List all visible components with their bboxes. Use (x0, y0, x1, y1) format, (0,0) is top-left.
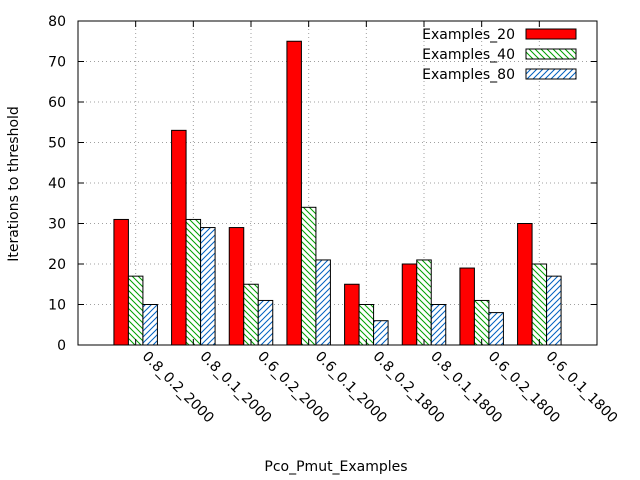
bar-examples-80 (142, 304, 158, 346)
legend-swatch (525, 28, 577, 40)
legend-label: Examples_20 (422, 27, 515, 43)
bars (113, 40, 562, 346)
y-axis-label: Iterations to threshold (6, 106, 22, 262)
y-tick-label: 60 (48, 95, 66, 111)
legend-swatch (525, 48, 577, 60)
bar-examples-40 (531, 263, 548, 346)
bar-examples-40 (185, 218, 202, 346)
bar-examples-20 (286, 40, 302, 346)
legend-label: Examples_40 (422, 47, 515, 63)
bar-examples-20 (459, 267, 475, 346)
bar-examples-40 (358, 304, 375, 346)
legend-swatch (525, 68, 577, 80)
y-tick-label: 40 (48, 176, 66, 192)
bar-examples-40 (416, 259, 432, 346)
y-tick-label: 80 (48, 14, 66, 30)
bar-examples-20 (113, 218, 129, 346)
bar-examples-20 (171, 129, 187, 346)
bar-examples-80 (488, 312, 504, 346)
y-axis-ticks: 0 10 20 30 40 50 60 70 80 (48, 14, 597, 354)
bar-examples-20 (344, 283, 360, 346)
bar-examples-80 (430, 304, 447, 346)
bar-examples-40 (473, 299, 490, 346)
bar-examples-20 (228, 227, 245, 346)
y-tick-label: 20 (48, 257, 66, 273)
bar-examples-80 (546, 275, 562, 346)
legend-label: Examples_80 (422, 67, 515, 83)
bar-examples-80 (257, 299, 274, 346)
x-axis-label: Pco_Pmut_Examples (264, 459, 407, 475)
bar-examples-20 (517, 223, 533, 346)
y-tick-label: 0 (57, 338, 66, 354)
y-tick-label: 30 (48, 217, 66, 233)
bar-examples-40 (300, 206, 317, 346)
bar-examples-80 (200, 227, 216, 346)
legend: Examples_20 Examples_40 Examples_80 (422, 27, 577, 83)
bar-examples-20 (401, 263, 418, 346)
bar-examples-40 (243, 283, 259, 346)
y-tick-label: 10 (48, 298, 66, 314)
bar-examples-40 (127, 275, 144, 346)
bar-examples-80 (373, 320, 389, 346)
grid (78, 21, 597, 345)
y-tick-label: 50 (48, 136, 66, 152)
y-tick-label: 70 (48, 55, 66, 71)
bar-examples-80 (315, 259, 331, 346)
